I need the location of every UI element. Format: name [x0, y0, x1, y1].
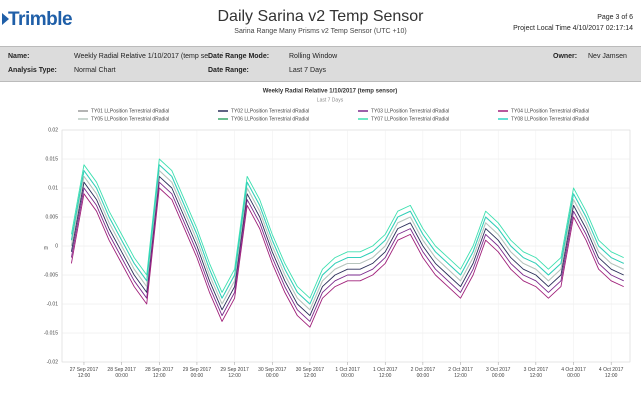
report-subtitle: Sarina Range Many Prisms v2 Temp Sensor … — [234, 28, 407, 35]
legend-label: TY06 LLPosition Terrestrial dRadial — [231, 116, 309, 122]
y-axis-label: m — [44, 245, 48, 251]
series-line — [70, 187, 624, 328]
series-line — [70, 175, 624, 317]
name-value: Weekly Radial Relative 1/10/2017 (temp s… — [74, 53, 225, 60]
legend-label: TY03 LLPosition Terrestrial dRadial — [371, 108, 449, 114]
series-line — [70, 181, 624, 322]
x-tick-label: 4 Oct 2017 12:00 — [598, 367, 624, 379]
project-time: Project Local Time 4/10/2017 02:17:14 — [513, 25, 633, 32]
x-tick-label: 1 Oct 2017 12:00 — [372, 367, 398, 379]
type-label: Analysis Type: — [8, 67, 57, 74]
y-tick-label: 0.015 — [45, 156, 58, 162]
x-tick-label: 2 Oct 2017 12:00 — [448, 367, 473, 379]
range-value: Last 7 Days — [289, 67, 326, 74]
x-tick-label: 28 Sep 2017 12:00 — [145, 367, 174, 379]
info-band — [0, 46, 641, 82]
y-tick-label: -0.005 — [44, 272, 58, 278]
logo: Trimble — [8, 9, 73, 30]
legend-label: TY08 LLPosition Terrestrial dRadial — [511, 116, 589, 122]
y-tick-label: 0.005 — [45, 214, 58, 220]
series-line — [70, 164, 624, 305]
legend-label: TY02 LLPosition Terrestrial dRadial — [231, 108, 309, 114]
x-tick-label: 29 Sep 2017 00:00 — [182, 367, 212, 379]
chart-title: Weekly Radial Relative 1/10/2017 (temp s… — [263, 89, 398, 95]
name-label: Name: — [8, 53, 30, 60]
x-tick-label: 27 Sep 2017 12:00 — [69, 367, 99, 379]
series-line — [70, 158, 624, 299]
x-tick-label: 2 Oct 2017 00:00 — [410, 367, 436, 379]
range-label: Date Range: — [208, 67, 249, 74]
x-tick-label: 30 Sep 2017 12:00 — [295, 367, 325, 379]
x-tick-label: 4 Oct 2017 00:00 — [561, 367, 586, 379]
owner-label: Owner: — [553, 53, 578, 60]
x-tick-label: 30 Sep 2017 00:00 — [258, 367, 287, 379]
legend-label: TY07 LLPosition Terrestrial dRadial — [371, 116, 449, 122]
type-value: Normal Chart — [74, 67, 116, 74]
x-tick-label: 3 Oct 2017 00:00 — [485, 367, 511, 379]
chart-subtitle: Last 7 Days — [317, 97, 344, 103]
x-tick-label: 28 Sep 2017 00:00 — [107, 367, 136, 379]
y-tick-label: 0.01 — [48, 185, 58, 191]
mode-label: Date Range Mode: — [208, 53, 270, 60]
y-tick-label: -0.015 — [44, 330, 58, 336]
logo-icon — [2, 13, 9, 25]
series-line — [70, 170, 624, 311]
legend-label: TY04 LLPosition Terrestrial dRadial — [511, 108, 589, 114]
y-tick-label: 0.02 — [48, 127, 58, 133]
legend-label: TY05 LLPosition Terrestrial dRadial — [91, 116, 169, 122]
x-tick-label: 3 Oct 2017 12:00 — [523, 367, 549, 379]
y-tick-label: 0 — [55, 243, 58, 249]
x-tick-label: 29 Sep 2017 12:00 — [220, 367, 249, 379]
y-tick-label: -0.01 — [47, 301, 59, 307]
owner-value: Nev Jamsen — [588, 53, 627, 60]
y-tick-label: -0.02 — [47, 359, 59, 365]
x-tick-label: 1 Oct 2017 00:00 — [335, 367, 360, 379]
report-title: Daily Sarina v2 Temp Sensor — [217, 8, 424, 25]
legend-label: TY01 LLPosition Terrestrial dRadial — [91, 108, 169, 114]
mode-value: Rolling Window — [289, 53, 338, 60]
page-number: Page 3 of 6 — [597, 14, 633, 21]
